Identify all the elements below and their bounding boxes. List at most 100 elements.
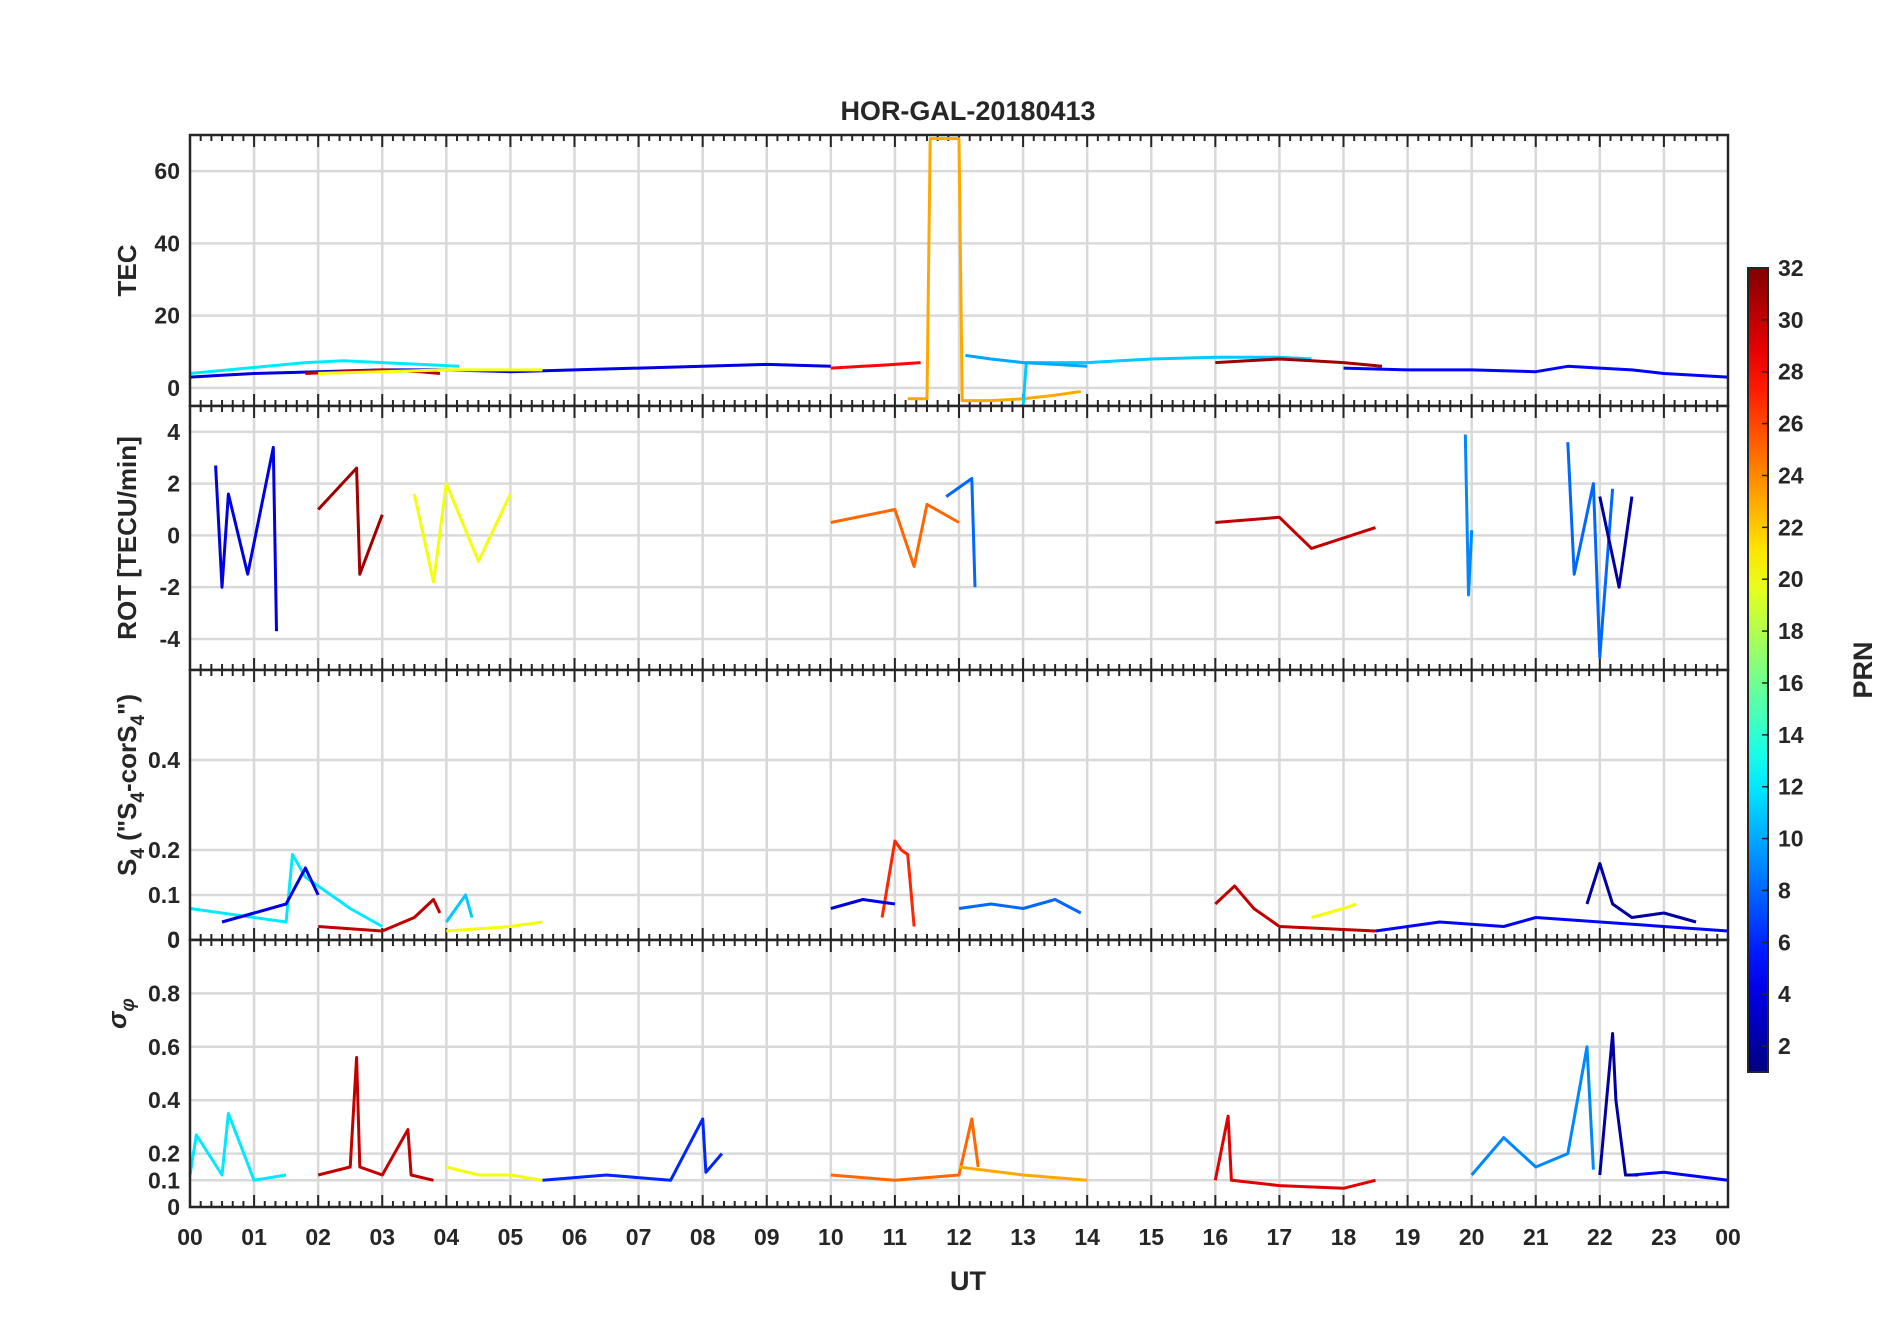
colorbar-tick-label: 2 (1778, 1033, 1791, 1059)
x-tick-label: 09 (754, 1224, 780, 1250)
x-axis-label: UT (950, 1266, 986, 1296)
y-tick-label: 0.2 (148, 837, 180, 863)
x-tick-labels: 00 01 02 03 04 05 06 07 08 09 10 11 12 13 14 15 16 17 18 19… (177, 1224, 1741, 1250)
x-tick-label: 08 (690, 1224, 716, 1250)
series-line-prn-23 (907, 137, 1082, 403)
series-line-prn-25 (830, 502, 960, 568)
x-tick-label: 07 (626, 1224, 652, 1250)
series-line-prn-12 (188, 1112, 287, 1182)
panel-border (188, 938, 1730, 1209)
y-tick-label: 0.1 (148, 882, 180, 908)
colorbar-gradient (1747, 267, 1769, 1073)
series-line-prn-9 (1463, 434, 1474, 597)
series-line-prn-30 (1214, 884, 1376, 933)
series-line-prn-23 (958, 1165, 1088, 1182)
colorbar-tick-label: 22 (1778, 514, 1804, 540)
y-axis-label-rot: ROT [TECU/min] (112, 436, 142, 640)
series-line-prn-30 (1215, 515, 1376, 550)
series-line-prn-9 (1470, 1045, 1595, 1176)
panel-rot: -4 -2 0 2 4 ROT [TECU/min] (112, 404, 1730, 672)
x-tick-label: 02 (305, 1224, 331, 1250)
panel-sigma: 00.10.2 0.4 0.6 0.8 σφ (102, 938, 1730, 1220)
colorbar-tick-label: 18 (1778, 618, 1804, 644)
colorbar-tick-label: 14 (1778, 722, 1804, 748)
y-tick-label: 2 (167, 471, 180, 497)
series-line-prn-20 (446, 920, 543, 933)
x-tick-label: 21 (1523, 1224, 1549, 1250)
series-line-prn-30 (317, 1056, 434, 1182)
colorbar-tick-label: 30 (1778, 307, 1804, 333)
x-tick-label: 05 (498, 1224, 524, 1250)
y-tick-label: 40 (154, 230, 180, 256)
x-tick-label: 13 (1010, 1224, 1036, 1250)
x-tick-label: 16 (1203, 1224, 1229, 1250)
series-line-prn-27 (880, 839, 916, 927)
series-line-prn-8 (945, 477, 977, 588)
x-tick-label: 17 (1267, 1224, 1293, 1250)
series-line-prn-2 (1598, 496, 1634, 589)
x-tick-label: 11 (883, 1224, 908, 1250)
x-tick-label: 20 (1459, 1224, 1485, 1250)
series-line-prn-5 (1631, 1170, 1729, 1182)
y-tick-label: 4 (167, 419, 180, 445)
series-line-prn-12 (189, 359, 460, 375)
x-tick-label: 14 (1074, 1224, 1100, 1250)
x-tick-label: 12 (946, 1224, 972, 1250)
y-tick-label: 0.6 (148, 1034, 180, 1060)
y-tick-label: 0.4 (148, 747, 180, 773)
series-line-prn-28 (830, 361, 921, 370)
y-tick-label: 0.1 (148, 1167, 180, 1193)
series-line-prn-2 (1585, 862, 1697, 924)
colorbar-tick-label: 32 (1778, 255, 1804, 281)
series-line-prn-25 (830, 1117, 980, 1182)
y-tick-label: -2 (160, 574, 180, 600)
series-line-prn-20 (445, 1165, 543, 1182)
colorbar-tick-label: 28 (1778, 359, 1804, 385)
x-tick-label: 23 (1651, 1224, 1677, 1250)
y-tick-label: 0.8 (148, 980, 180, 1006)
colorbar-tick-label: 26 (1778, 411, 1804, 437)
colorbar-tick-label: 10 (1778, 826, 1804, 852)
x-tick-label: 10 (818, 1224, 844, 1250)
series-line-prn-11 (445, 893, 474, 923)
series-line-prn-12 (189, 853, 384, 928)
colorbar-tick-label: 16 (1778, 670, 1804, 696)
y-tick-label: 0 (167, 927, 180, 953)
colorbar-tick-label: 4 (1778, 981, 1791, 1007)
x-tick-label: 03 (369, 1224, 395, 1250)
x-tick-label: 19 (1395, 1224, 1421, 1250)
series-line-prn-4 (221, 866, 320, 924)
series-line-prn-4 (830, 898, 896, 910)
y-tick-label: 0 (167, 375, 180, 401)
x-tick-label: 04 (434, 1224, 460, 1250)
colorbar-tick-label: 8 (1778, 877, 1791, 903)
y-tick-label: 20 (154, 303, 180, 329)
chart-title: HOR-GAL-20180413 (840, 96, 1095, 126)
series-line-prn-10 (965, 353, 1088, 368)
x-tick-label: 01 (241, 1224, 267, 1250)
series-line-prn-20 (1311, 902, 1357, 919)
colorbar-tick-label: 20 (1778, 566, 1804, 592)
colorbar-tick-label: 6 (1778, 929, 1791, 955)
series-line-prn-20 (318, 368, 543, 375)
y-axis-label-sigma: σφ (102, 998, 139, 1029)
x-tick-label: 22 (1587, 1224, 1613, 1250)
series-line-prn-4 (214, 445, 278, 632)
y-tick-label: 0.2 (148, 1141, 180, 1167)
colorbar-label: PRN (1848, 641, 1878, 698)
series-line-prn-31 (317, 466, 384, 576)
x-tick-label: 00 (1715, 1224, 1741, 1250)
x-tick-label: 15 (1138, 1224, 1164, 1250)
panel-tec: 0 20 40 60 TEC (112, 133, 1730, 408)
x-tick-label: 18 (1331, 1224, 1357, 1250)
x-tick-label: 00 (177, 1224, 203, 1250)
series-line-prn-8 (958, 898, 1082, 915)
series-line-prn-2 (1598, 1032, 1639, 1177)
y-axis-label-s4: S4 ("S4-corS4") (112, 694, 149, 876)
series-line-prn-20 (412, 482, 512, 584)
y-tick-label: 0.4 (148, 1087, 180, 1113)
y-axis-label-tec: TEC (112, 244, 142, 296)
